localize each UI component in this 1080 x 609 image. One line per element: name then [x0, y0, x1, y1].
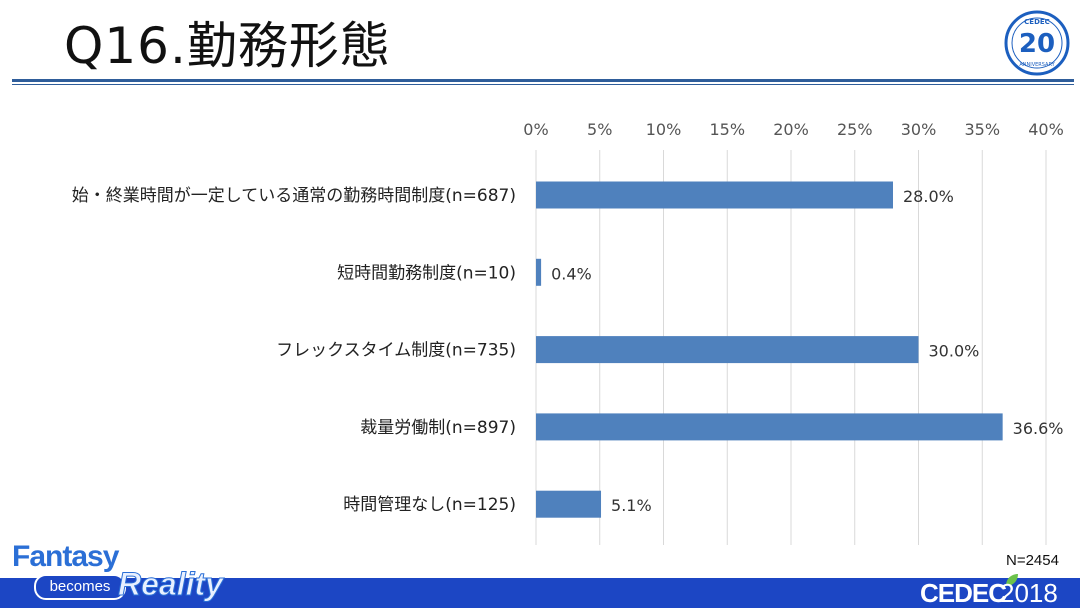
- category-label: 裁量労働制(n=897): [360, 418, 516, 438]
- x-tick-label: 35%: [964, 120, 1000, 139]
- tagline-reality: Reality: [118, 566, 224, 603]
- bar: [536, 413, 1003, 441]
- bar-chart: 0% 5% 10% 15% 20% 25% 30% 35% 40% 始・終業時間が一定している通常…: [72, 120, 1064, 545]
- bar: [536, 336, 919, 364]
- x-tick-label: 15%: [709, 120, 745, 139]
- anniversary-logo: 20 CEDEC ANNIVERSARY: [1004, 10, 1070, 76]
- leaf-icon: [1006, 574, 1018, 586]
- page-title: Q16.勤務形態: [64, 17, 391, 75]
- category-label: フレックスタイム制度(n=735): [276, 341, 516, 361]
- data-label: 36.6%: [1013, 419, 1064, 438]
- data-label: 0.4%: [551, 264, 592, 283]
- tagline-fantasy: Fantasy: [12, 540, 119, 573]
- x-tick-label: 30%: [901, 120, 937, 139]
- title-divider-thin: [12, 84, 1074, 85]
- x-tick-label: 0%: [523, 120, 548, 139]
- x-tick-label: 20%: [773, 120, 809, 139]
- bar: [536, 490, 602, 518]
- bar: [536, 258, 542, 286]
- anniversary-cedec-label: CEDEC: [1024, 18, 1050, 26]
- title-divider: [12, 79, 1074, 82]
- x-tick-label: 40%: [1028, 120, 1064, 139]
- category-label: 始・終業時間が一定している通常の勤務時間制度(n=687): [72, 186, 516, 206]
- total-sample-size: N=2454: [1006, 552, 1059, 569]
- x-tick-label: 10%: [646, 120, 682, 139]
- footer-bar: [0, 578, 1080, 608]
- bar: [536, 181, 893, 209]
- x-tick-label: 5%: [587, 120, 612, 139]
- data-label: 5.1%: [611, 496, 652, 515]
- data-label: 30.0%: [929, 342, 980, 361]
- category-label: 短時間勤務制度(n=10): [337, 263, 516, 283]
- event-logo-year: 2018: [1000, 578, 1058, 608]
- x-tick-label: 25%: [837, 120, 873, 139]
- event-logo-word: CEDEC: [920, 578, 1007, 608]
- tagline-becomes: becomes: [34, 574, 126, 600]
- anniversary-word: ANNIVERSARY: [1019, 62, 1055, 68]
- anniversary-number: 20: [1019, 29, 1055, 59]
- category-label: 時間管理なし(n=125): [343, 495, 516, 515]
- data-label: 28.0%: [903, 187, 954, 206]
